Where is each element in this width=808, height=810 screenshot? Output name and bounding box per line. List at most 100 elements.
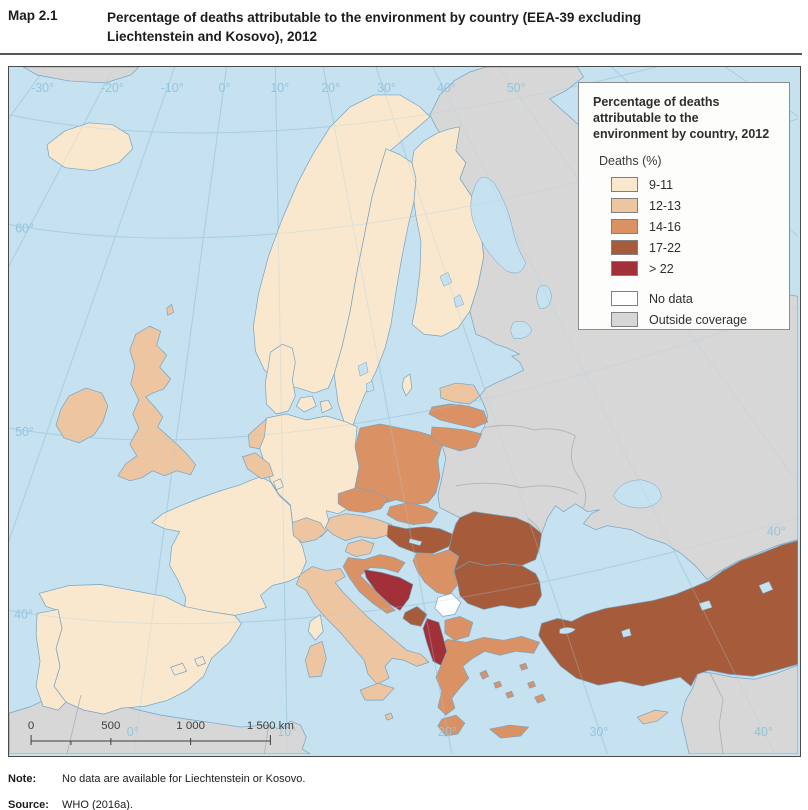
country-latvia <box>428 403 489 429</box>
svg-text:1 000: 1 000 <box>176 720 205 732</box>
legend-label: 17-22 <box>649 240 681 255</box>
island-gotland <box>401 373 413 397</box>
source-text: WHO (2016a). <box>62 799 133 810</box>
svg-text:40°: 40° <box>14 607 33 621</box>
legend-label: 12-13 <box>649 198 681 213</box>
legend-subtitle: Deaths (%) <box>599 154 662 168</box>
svg-text:40°: 40° <box>767 525 786 539</box>
svg-text:60°: 60° <box>15 222 34 236</box>
denmark-islands <box>295 395 333 414</box>
map-legend: Percentage of deaths attributable to the… <box>578 82 790 330</box>
country-slovakia <box>386 502 439 526</box>
svg-text:10°: 10° <box>270 81 289 95</box>
country-austria <box>324 513 393 541</box>
svg-text:30°: 30° <box>589 725 608 739</box>
islands-shetland <box>166 303 175 316</box>
legend-swatch <box>611 240 638 255</box>
europe-choropleth: -30° -20° -10° 0° 10° 20° 30° 40° 50° 60… <box>9 67 798 754</box>
country-portugal <box>35 609 67 711</box>
island-corsica <box>307 614 324 641</box>
country-switzerland <box>291 517 327 543</box>
svg-text:50°: 50° <box>15 425 34 439</box>
country-poland <box>354 423 443 506</box>
svg-text:-30°: -30° <box>31 81 54 95</box>
svg-text:30°: 30° <box>377 81 396 95</box>
greece-peloponnese <box>437 714 466 737</box>
svg-text:-20°: -20° <box>101 81 124 95</box>
country-serbia <box>412 549 460 596</box>
note-text: No data are available for Liechtenstein … <box>62 773 306 785</box>
island-sardinia <box>304 640 327 678</box>
country-greenland <box>22 67 140 84</box>
scale-bar: 0 500 1 000 1 500 km <box>28 720 294 746</box>
country-italy <box>295 566 430 685</box>
svg-text:50°: 50° <box>507 81 526 95</box>
country-croatia <box>342 554 406 614</box>
country-france <box>151 476 307 616</box>
country-iceland <box>46 122 134 172</box>
country-united-kingdom <box>117 325 196 482</box>
note-label: Note: <box>8 773 37 785</box>
svg-text:40°: 40° <box>754 725 773 739</box>
svg-text:10°: 10° <box>277 725 296 739</box>
legend-swatch <box>611 219 638 234</box>
legend-swatch <box>611 261 638 276</box>
country-turkey <box>538 540 798 687</box>
country-luxembourg <box>273 478 284 491</box>
country-slovenia <box>344 539 375 557</box>
country-middle-east <box>678 664 798 754</box>
country-hungary <box>386 524 455 554</box>
country-finland <box>411 126 485 337</box>
legend-swatch <box>611 312 638 327</box>
legend-row: 9-11 <box>611 174 789 195</box>
legend-row: > 22 <box>611 258 789 279</box>
legend-row-outside-coverage: Outside coverage <box>611 309 789 330</box>
svg-text:40°: 40° <box>437 81 456 95</box>
country-kosovo <box>434 593 462 617</box>
country-cyprus <box>636 709 669 725</box>
country-montenegro <box>402 606 428 627</box>
country-ireland <box>55 387 109 444</box>
map-number: Map 2.1 <box>8 8 58 23</box>
legend-row: 17-22 <box>611 237 789 258</box>
legend-label: 14-16 <box>649 219 681 234</box>
source-label: Source: <box>8 799 49 810</box>
svg-text:0°: 0° <box>127 725 139 739</box>
svg-text:0°: 0° <box>219 81 231 95</box>
legend-label: No data <box>649 291 693 306</box>
country-czechia <box>337 487 389 514</box>
legend-row: 12-13 <box>611 195 789 216</box>
country-germany <box>259 413 360 537</box>
legend-row-no-data: No data <box>611 288 789 309</box>
country-lithuania <box>430 426 483 452</box>
country-norway <box>253 94 431 394</box>
svg-text:500: 500 <box>101 720 120 732</box>
svg-text:20°: 20° <box>321 81 340 95</box>
map-title-line1: Percentage of deaths attributable to the… <box>107 10 642 25</box>
svg-text:20°: 20° <box>438 725 457 739</box>
country-north-macedonia <box>444 616 474 641</box>
legend-title: Percentage of deaths attributable to the… <box>593 95 770 141</box>
map-title-line2: Liechtenstein and Kosovo), 2012 <box>107 29 318 44</box>
country-bosnia-herzegovina <box>363 569 414 611</box>
svg-text:1 500 km: 1 500 km <box>247 720 294 732</box>
legend-swatch <box>611 198 638 213</box>
island-sicily <box>359 682 395 701</box>
islands-balearic <box>170 655 206 676</box>
country-belgium <box>242 452 274 480</box>
legend-swatch <box>611 291 638 306</box>
country-netherlands <box>248 418 267 450</box>
map-canvas: -30° -20° -10° 0° 10° 20° 30° 40° 50° 60… <box>8 66 801 757</box>
islands-aegean <box>479 662 546 704</box>
svg-text:0: 0 <box>28 720 34 732</box>
country-bulgaria <box>453 561 542 610</box>
legend-label: 9-11 <box>649 177 674 192</box>
svg-text:-10°: -10° <box>161 81 184 95</box>
header-rule <box>0 53 802 55</box>
legend-row: 14-16 <box>611 216 789 237</box>
country-malta <box>384 712 394 721</box>
legend-label: > 22 <box>649 261 674 276</box>
country-estonia <box>439 382 481 405</box>
legend-label: Outside coverage <box>649 312 747 327</box>
